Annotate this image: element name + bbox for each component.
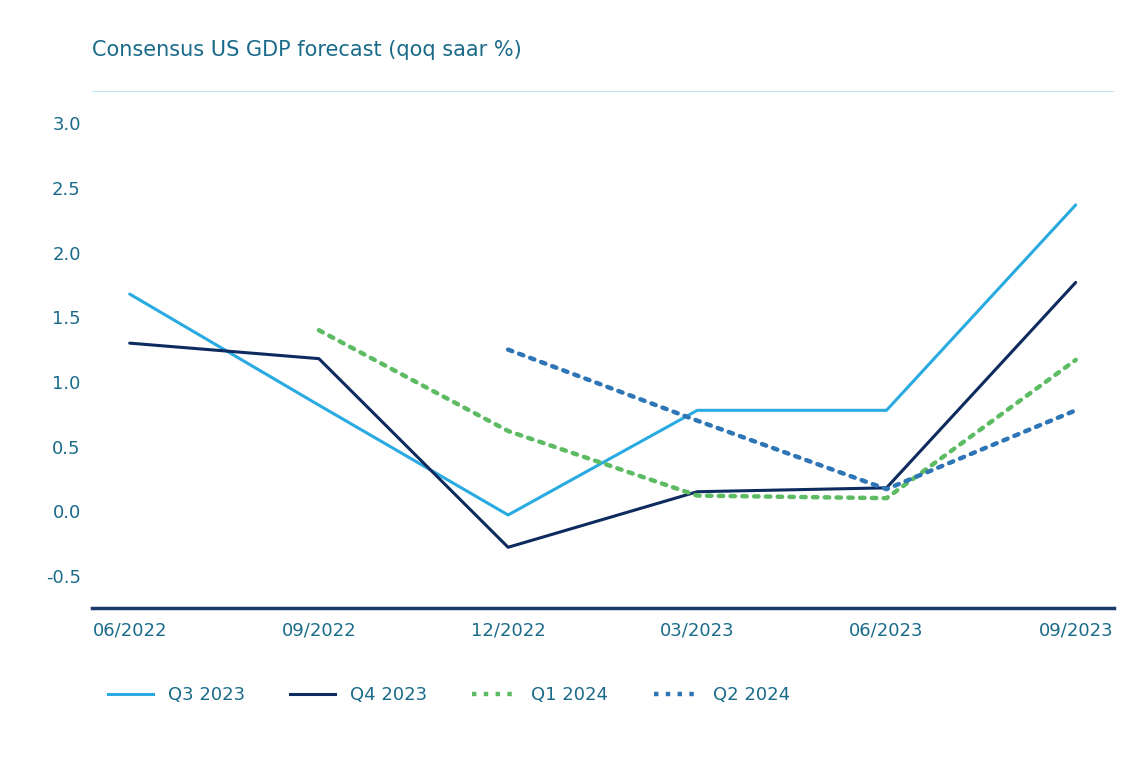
Text: Consensus US GDP forecast (qoq saar %): Consensus US GDP forecast (qoq saar %) <box>92 40 521 60</box>
Legend: Q3 2023, Q4 2023, Q1 2024, Q2 2024: Q3 2023, Q4 2023, Q1 2024, Q2 2024 <box>101 679 798 711</box>
